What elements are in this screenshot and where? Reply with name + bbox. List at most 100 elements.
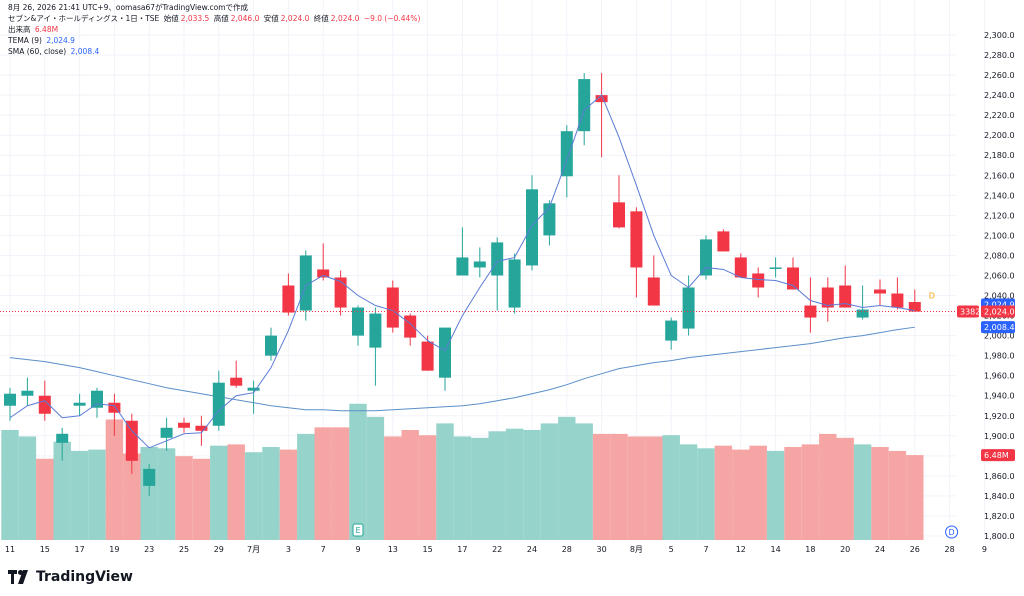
candle-body bbox=[334, 277, 347, 308]
low-value: 2,024.0 bbox=[280, 14, 310, 23]
candle-body bbox=[143, 468, 156, 486]
timestamp-text: 8月 26, 2026 21:41 UTC+9、oomasa67がTrading… bbox=[8, 3, 249, 12]
tradingview-logo-icon bbox=[8, 570, 28, 584]
volume-bar bbox=[853, 444, 872, 540]
volume-bar bbox=[871, 446, 889, 540]
candle-body bbox=[265, 335, 277, 356]
volume-tag-bg bbox=[981, 449, 1015, 462]
x-tick-label: 29 bbox=[214, 545, 224, 554]
y-tick-label: 2,040.0 bbox=[984, 292, 1015, 301]
tema-price-tag: 2,024.9 bbox=[984, 301, 1015, 310]
x-tick-label: 24 bbox=[875, 545, 885, 554]
x-tick-label: 15 bbox=[423, 545, 433, 554]
y-tick-label: 2,300.0 bbox=[984, 31, 1015, 40]
x-tick-label: 17 bbox=[457, 545, 467, 554]
volume-bar bbox=[401, 429, 419, 540]
volume-bar bbox=[784, 446, 802, 540]
y-tick-label: 2,260.0 bbox=[984, 71, 1015, 80]
candle-body bbox=[630, 211, 643, 268]
candle-body bbox=[856, 309, 869, 318]
tradingview-logo[interactable]: TradingView bbox=[8, 569, 133, 585]
x-tick-label: 20 bbox=[840, 545, 850, 554]
candle-body bbox=[717, 231, 730, 252]
candle-body bbox=[386, 287, 399, 328]
candle-body bbox=[752, 273, 765, 288]
volume-bar bbox=[210, 445, 228, 540]
candle-body bbox=[160, 427, 173, 438]
x-tick-label: 18 bbox=[805, 545, 815, 554]
high-value: 2,046.0 bbox=[230, 14, 260, 23]
x-tick-label: 11 bbox=[5, 545, 15, 554]
candle-body bbox=[769, 267, 782, 269]
y-tick-label: 1,840.0 bbox=[984, 492, 1015, 501]
volume-bar bbox=[523, 429, 541, 540]
sma-legend[interactable]: SMA (60, close) 2,008.4 bbox=[8, 46, 101, 57]
volume-bar bbox=[262, 446, 280, 540]
volume-bar bbox=[105, 419, 124, 540]
candle-body bbox=[647, 277, 660, 306]
y-tick-label: 1,860.0 bbox=[984, 472, 1015, 481]
volume-bar bbox=[505, 428, 524, 540]
candle-body bbox=[4, 393, 16, 406]
brand-name: TradingView bbox=[36, 569, 133, 585]
volume-bar bbox=[627, 436, 646, 540]
volume-bar bbox=[819, 433, 837, 540]
candle-body bbox=[404, 315, 417, 338]
x-tick-label: 7 bbox=[703, 545, 708, 554]
candle-body bbox=[508, 259, 521, 308]
volume-bar bbox=[366, 416, 385, 540]
volume-bar bbox=[766, 450, 785, 540]
volume-bar bbox=[157, 448, 176, 540]
candle-body bbox=[38, 395, 51, 414]
sma-line bbox=[9, 326, 915, 412]
x-tick-label: 7月 bbox=[247, 545, 260, 554]
x-tick-label: 26 bbox=[910, 545, 920, 554]
candle-body bbox=[21, 390, 34, 396]
close-price-tag: 2,024.0 bbox=[984, 308, 1015, 317]
volume-bar bbox=[488, 431, 506, 540]
y-tick-label: 2,160.0 bbox=[984, 171, 1015, 180]
symbol-name[interactable]: セブン&アイ・ホールディングス・1日・TSE bbox=[8, 14, 160, 23]
y-tick-label: 1,920.0 bbox=[984, 412, 1015, 421]
volume-bar bbox=[888, 450, 907, 540]
x-tick-label: 9 bbox=[355, 545, 360, 554]
candlesticks bbox=[4, 73, 921, 496]
volume-bar bbox=[70, 450, 89, 540]
sma-value: 2,008.4 bbox=[70, 47, 100, 56]
time-axis[interactable]: 11 15 17 19 23 25 29 7月 3 7 9 13 15 17 22 24 28 30 8月 5 7 12 1… bbox=[5, 545, 987, 554]
x-tick-label: 7 bbox=[321, 545, 326, 554]
volume-bar bbox=[123, 453, 141, 540]
ohlc-legend[interactable]: セブン&アイ・ホールディングス・1日・TSE 始値 2,033.5 高値 2,046… bbox=[8, 13, 422, 24]
candle-body bbox=[73, 402, 86, 406]
candle-body bbox=[821, 287, 834, 308]
x-tick-label: 30 bbox=[597, 545, 607, 554]
x-tick-label: 13 bbox=[388, 545, 398, 554]
candle-body bbox=[560, 131, 573, 177]
volume-bar bbox=[836, 437, 854, 540]
y-tick-label: 1,940.0 bbox=[984, 392, 1015, 401]
tema-legend[interactable]: TEMA (9) 2,024.9 bbox=[8, 35, 77, 46]
sma-price-tag-bg bbox=[981, 321, 1015, 334]
volume-legend[interactable]: 出来高 6.48M bbox=[8, 24, 60, 35]
price-axis[interactable]: 2,300.0 2,280.0 2,260.0 2,240.0 2,220.0 2,200… bbox=[957, 31, 1015, 541]
x-tick-label: 15 bbox=[40, 545, 50, 554]
change-value: −9.0 (−0.44%) bbox=[363, 14, 421, 23]
dividend-circle-label: D bbox=[949, 528, 955, 537]
volume-label: 出来高 bbox=[8, 25, 31, 34]
y-tick-label: 1,900.0 bbox=[984, 432, 1015, 441]
volume-bar bbox=[88, 449, 106, 540]
volume-tag: 6.48M bbox=[984, 451, 1009, 460]
volume-bar bbox=[53, 441, 71, 540]
earnings-marker: E bbox=[355, 526, 360, 535]
volume-bar bbox=[575, 423, 593, 540]
x-tick-label: 22 bbox=[492, 545, 502, 554]
y-tick-label: 2,280.0 bbox=[984, 51, 1015, 60]
countdown-tag: 3382 bbox=[960, 308, 980, 317]
candle-body bbox=[613, 202, 625, 228]
volume-bar bbox=[662, 435, 680, 540]
countdown-tag-bg bbox=[957, 305, 979, 318]
volume-bar bbox=[697, 448, 715, 540]
open-label: 始値 bbox=[163, 14, 179, 23]
volume-bar bbox=[453, 436, 472, 540]
